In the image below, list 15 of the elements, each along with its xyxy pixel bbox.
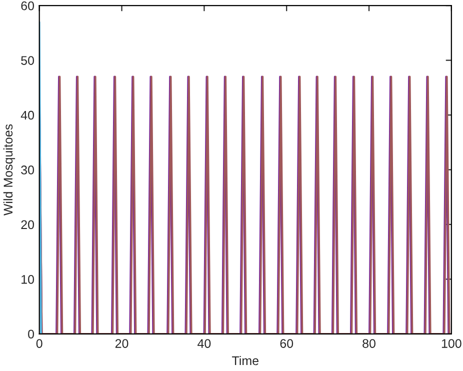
- y-tick-label: 10: [22, 274, 34, 284]
- x-tick-label: 100: [442, 339, 462, 348]
- y-tick-label: 30: [21, 166, 34, 174]
- x-tick-label: 0: [36, 339, 42, 348]
- x-tick-label: 60: [280, 339, 294, 348]
- y-tick-label: 40: [20, 110, 34, 120]
- y-axis-title: Wild Mosquitoes: [3, 124, 16, 216]
- x-axis-title: Time: [232, 356, 258, 366]
- x-tick-label: 80: [362, 339, 376, 348]
- y-tick-label: 20: [21, 220, 34, 230]
- x-tick-label: 40: [198, 339, 211, 348]
- y-tick-label: 0: [28, 330, 34, 339]
- x-tick-label: 20: [115, 339, 128, 348]
- y-tick-label: 50: [21, 56, 34, 65]
- y-tick-label: 60: [21, 1, 34, 10]
